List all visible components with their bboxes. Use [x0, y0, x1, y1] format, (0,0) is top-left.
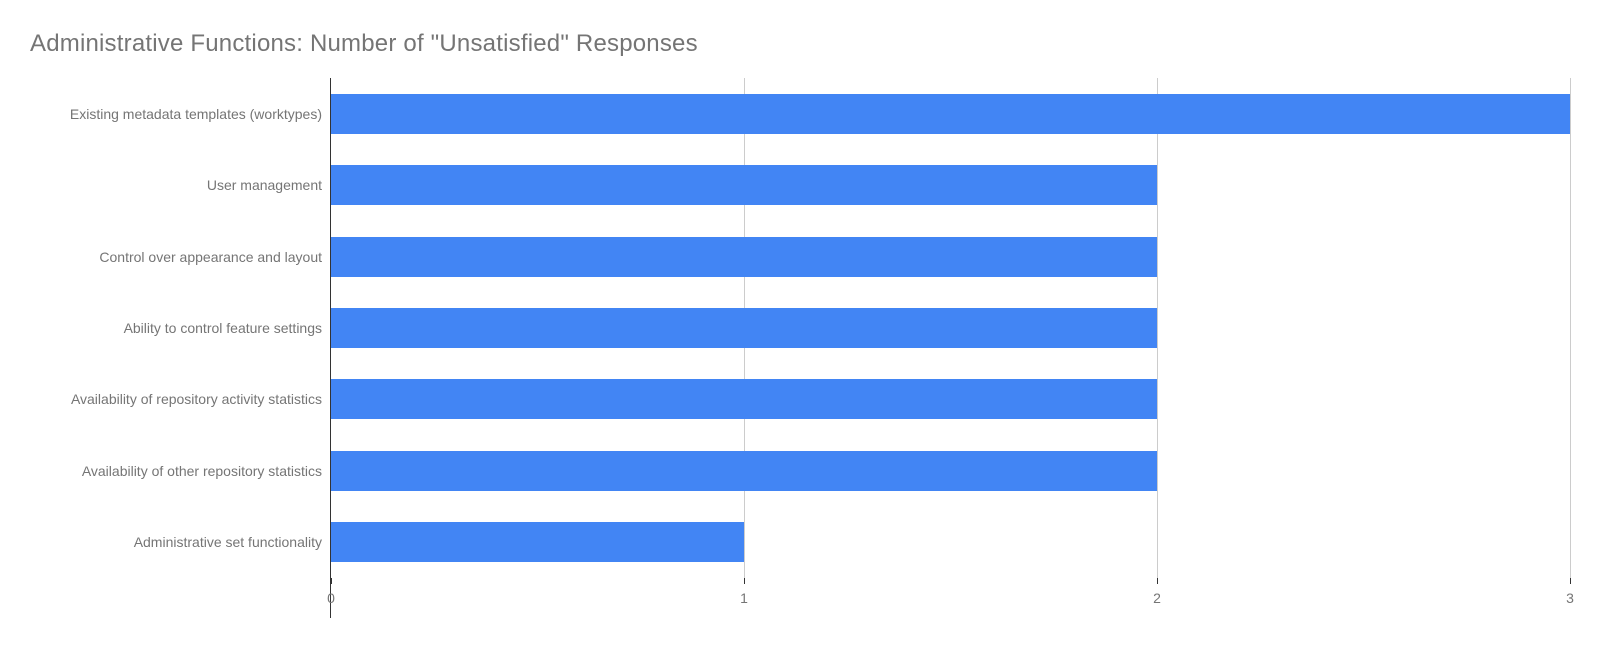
y-tick-label: Ability to control feature settings [124, 320, 322, 336]
plot-area: Existing metadata templates (worktypes) U… [30, 78, 1570, 618]
bar [331, 522, 744, 562]
grid-line [1157, 78, 1158, 578]
x-tick-label: 1 [740, 590, 748, 606]
x-tick [331, 578, 332, 584]
x-tick [744, 578, 745, 584]
bar [331, 165, 1157, 205]
y-tick-label: Control over appearance and layout [99, 249, 322, 265]
chart-container: Administrative Functions: Number of "Uns… [0, 0, 1600, 646]
bar [331, 379, 1157, 419]
y-axis-labels: Existing metadata templates (worktypes) U… [30, 78, 330, 618]
chart-title: Administrative Functions: Number of "Uns… [30, 30, 1570, 58]
bars-area: 0123 [330, 78, 1570, 618]
y-tick-label: Existing metadata templates (worktypes) [70, 106, 322, 122]
bar [331, 451, 1157, 491]
y-tick-label: Administrative set functionality [134, 534, 322, 550]
bar [331, 237, 1157, 277]
x-tick-label: 2 [1153, 590, 1161, 606]
x-tick-label: 3 [1566, 590, 1574, 606]
y-tick-label: Availability of other repository statist… [82, 463, 322, 479]
bar [331, 308, 1157, 348]
y-tick-label: User management [207, 177, 322, 193]
x-tick [1570, 578, 1571, 584]
bar [331, 94, 1570, 134]
x-tick [1157, 578, 1158, 584]
y-tick-label: Availability of repository activity stat… [71, 391, 322, 407]
grid-line [1570, 78, 1571, 578]
x-tick-label: 0 [327, 590, 335, 606]
